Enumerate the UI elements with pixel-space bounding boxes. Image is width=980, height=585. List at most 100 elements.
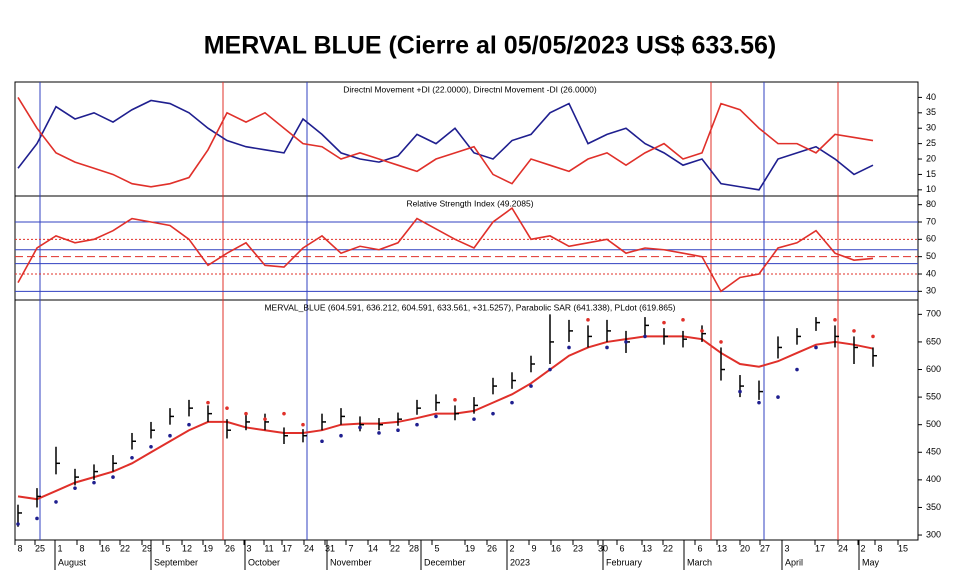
month-label: December <box>424 557 466 567</box>
sar-dot <box>320 439 324 444</box>
sar-dot <box>700 329 704 333</box>
x-tick-label: 2 <box>860 543 865 553</box>
x-tick-label: 31 <box>325 543 335 553</box>
x-tick-label: 5 <box>434 543 439 553</box>
x-tick-label: 26 <box>225 543 235 553</box>
sar-dot <box>529 384 533 388</box>
x-tick-label: 7 <box>348 543 353 553</box>
sar-dot <box>567 345 571 350</box>
x-tick-label: 24 <box>304 543 314 553</box>
month-label: April <box>785 557 803 567</box>
month-label: March <box>687 557 712 567</box>
sar-dot <box>92 480 96 485</box>
y-tick-label: 500 <box>926 419 941 429</box>
chart-title: MERVAL BLUE (Cierre al 05/05/2023 US$ 63… <box>204 32 777 60</box>
month-label: February <box>606 557 643 567</box>
x-tick-label: 14 <box>368 543 378 553</box>
sar-dot <box>586 318 590 322</box>
panel-title: Relative Strength Index (49.2085) <box>406 198 533 208</box>
x-tick-label: 3 <box>246 543 251 553</box>
sar-dot <box>624 340 628 344</box>
y-tick-label: 70 <box>926 216 936 226</box>
panel-title: MERVAL_BLUE (604.591, 636.212, 604.591, … <box>264 302 675 312</box>
x-tick-label: 25 <box>35 543 45 553</box>
sar-dot <box>662 320 666 325</box>
x-tick-label: 3 <box>784 543 789 553</box>
x-tick-label: 20 <box>740 543 750 553</box>
sar-dot <box>168 433 172 438</box>
sar-dot <box>206 400 210 405</box>
month-label: 2023 <box>510 557 530 567</box>
sar-dot <box>130 455 134 460</box>
sar-dot <box>510 400 514 405</box>
x-tick-label: 19 <box>465 543 475 553</box>
frame <box>14 81 919 541</box>
x-tick-label: 19 <box>203 543 213 553</box>
sar-dot <box>643 334 647 339</box>
y-tick-label: 80 <box>926 199 936 209</box>
sar-dot <box>244 411 248 416</box>
y-tick-label: 35 <box>926 107 936 117</box>
sar-dot <box>491 411 495 416</box>
x-tick-label: 6 <box>697 543 702 553</box>
y-tick-label: 30 <box>926 123 936 133</box>
pldot-line <box>17 335 874 501</box>
x-tick-label: 2 <box>509 543 514 553</box>
month-label: May <box>862 557 880 567</box>
y-tick-label: 350 <box>926 502 941 512</box>
month-label: October <box>248 557 280 567</box>
x-tick-label: 17 <box>815 543 825 553</box>
y-tick-label: 30 <box>926 286 936 296</box>
x-tick-label: 15 <box>898 543 908 553</box>
sar-dot <box>795 367 799 372</box>
sar-dot <box>301 422 305 427</box>
x-tick-label: 12 <box>182 543 192 553</box>
sar-dot <box>339 433 343 438</box>
x-tick-label: 8 <box>877 543 882 553</box>
sar-dot <box>681 318 685 322</box>
x-tick-label: 6 <box>619 543 624 553</box>
x-tick-label: 13 <box>717 543 727 553</box>
y-tick-label: 650 <box>926 336 941 346</box>
y-tick-label: 15 <box>926 169 936 179</box>
x-tick-label: 8 <box>79 543 84 553</box>
series-line <box>17 99 874 191</box>
month-label: August <box>58 557 87 567</box>
sar-dot <box>396 428 400 433</box>
x-tick-label: 22 <box>390 543 400 553</box>
sar-dot <box>16 522 20 526</box>
x-tick-label: 26 <box>487 543 497 553</box>
sar-dot <box>871 334 875 339</box>
x-tick-label: 1 <box>57 543 62 553</box>
x-tick-label: 23 <box>573 543 583 553</box>
y-tick-label: 400 <box>926 474 941 484</box>
sar-dot <box>358 425 362 430</box>
x-tick-label: 8 <box>17 543 22 553</box>
sar-dot <box>757 400 761 405</box>
x-tick-label: 22 <box>663 543 673 553</box>
sar-dot <box>415 422 419 427</box>
sar-dot <box>263 417 267 421</box>
y-tick-label: 700 <box>926 309 941 319</box>
x-tick-label: 27 <box>760 543 770 553</box>
y-tick-label: 450 <box>926 447 941 457</box>
sar-dot <box>833 318 837 322</box>
x-tick-label: 24 <box>838 543 848 553</box>
y-tick-label: 600 <box>926 364 941 374</box>
sar-dot <box>548 367 552 372</box>
x-tick-label: 28 <box>409 543 419 553</box>
y-tick-label: 550 <box>926 391 941 401</box>
x-tick-label: 22 <box>120 543 130 553</box>
month-label: September <box>154 557 198 567</box>
x-tick-label: 29 <box>142 543 152 553</box>
sar-dot <box>719 340 723 344</box>
y-tick-label: 25 <box>926 138 936 148</box>
y-tick-label: 300 <box>926 529 941 539</box>
sar-dot <box>814 345 818 350</box>
sar-dot <box>73 486 77 490</box>
series-line <box>17 96 874 188</box>
y-tick-label: 40 <box>926 268 936 278</box>
y-tick-label: 10 <box>926 184 936 194</box>
sar-dot <box>35 516 39 521</box>
